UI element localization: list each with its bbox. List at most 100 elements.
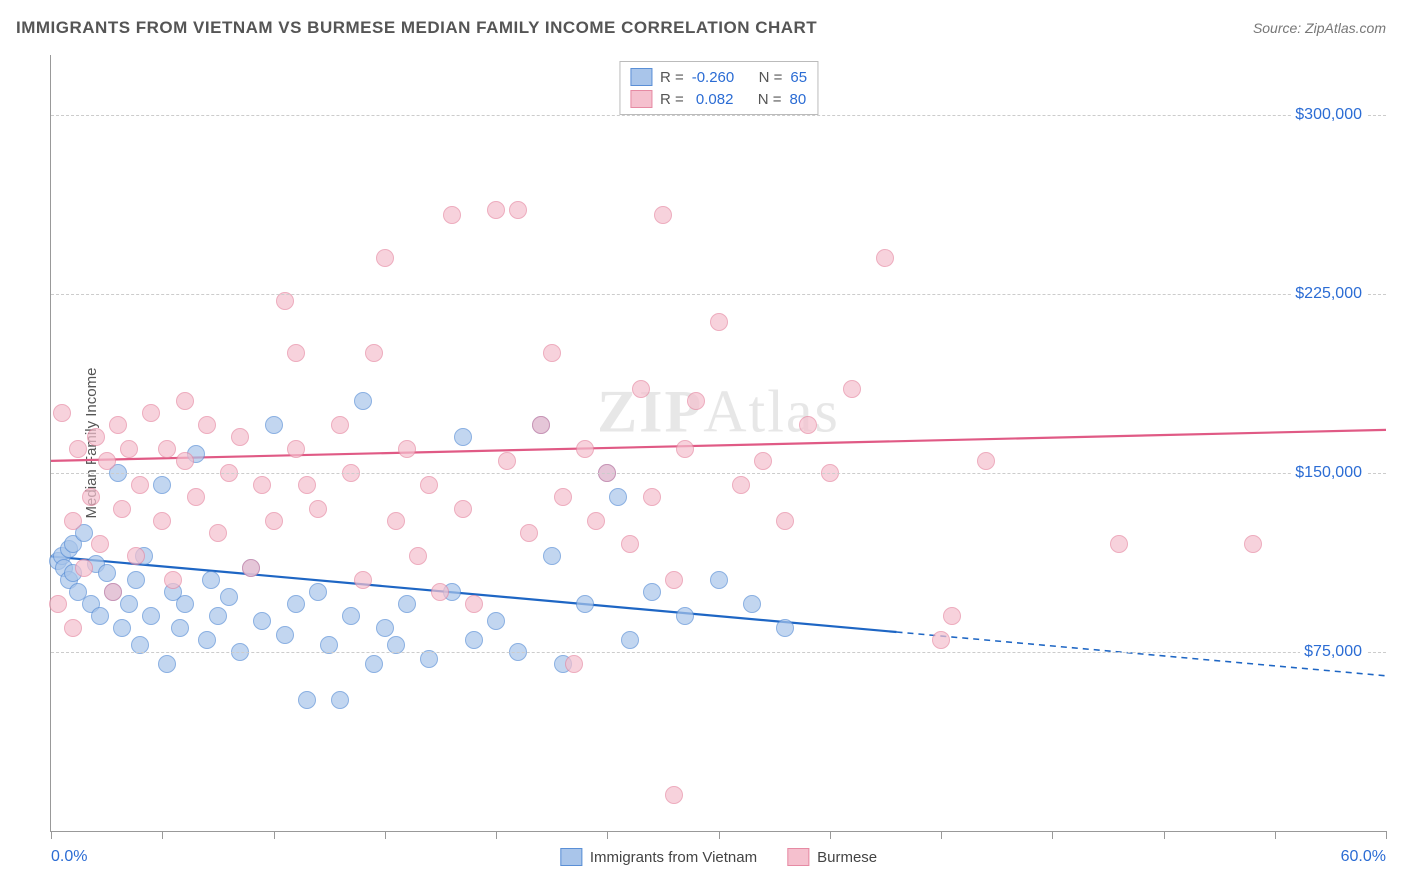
x-tick (607, 831, 608, 839)
y-tick-label: $300,000 (1291, 106, 1366, 124)
data-point (376, 619, 394, 637)
data-point (120, 595, 138, 613)
data-point (53, 404, 71, 422)
data-point (776, 619, 794, 637)
x-tick (496, 831, 497, 839)
data-point (276, 626, 294, 644)
n-value-1: 65 (790, 69, 807, 86)
data-point (754, 452, 772, 470)
correlation-legend: R = -0.260 N = 65 R = 0.082 N = 80 (619, 61, 818, 115)
data-point (743, 595, 761, 613)
data-point (420, 476, 438, 494)
data-point (487, 201, 505, 219)
data-point (142, 404, 160, 422)
legend-row-series-2: R = 0.082 N = 80 (630, 88, 807, 110)
x-axis-max-label: 60.0% (1341, 848, 1386, 866)
data-point (454, 500, 472, 518)
data-point (91, 607, 109, 625)
data-point (354, 571, 372, 589)
gridline (51, 652, 1386, 653)
legend-item-2: Burmese (787, 848, 877, 866)
swatch-bottom-1 (560, 848, 582, 866)
data-point (64, 512, 82, 530)
data-point (454, 428, 472, 446)
data-point (298, 476, 316, 494)
data-point (554, 488, 572, 506)
data-point (710, 571, 728, 589)
data-point (543, 547, 561, 565)
n-label-1: N = (759, 69, 783, 86)
data-point (127, 571, 145, 589)
x-tick (1275, 831, 1276, 839)
data-point (127, 547, 145, 565)
data-point (131, 476, 149, 494)
x-tick (162, 831, 163, 839)
data-point (576, 595, 594, 613)
data-point (309, 500, 327, 518)
data-point (609, 488, 627, 506)
r-label-2: R = (660, 91, 684, 108)
data-point (498, 452, 516, 470)
data-point (665, 786, 683, 804)
data-point (687, 392, 705, 410)
chart-area: Median Family Income ZIPAtlas R = -0.260… (50, 55, 1386, 832)
series-legend: Immigrants from Vietnam Burmese (560, 848, 877, 866)
data-point (465, 631, 483, 649)
x-tick (1164, 831, 1165, 839)
x-tick (830, 831, 831, 839)
x-tick (719, 831, 720, 839)
n-value-2: 80 (790, 91, 807, 108)
data-point (587, 512, 605, 530)
data-point (621, 631, 639, 649)
data-point (309, 583, 327, 601)
data-point (64, 619, 82, 637)
data-point (253, 612, 271, 630)
data-point (676, 440, 694, 458)
data-point (532, 416, 550, 434)
data-point (202, 571, 220, 589)
data-point (387, 512, 405, 530)
data-point (287, 595, 305, 613)
data-point (120, 440, 138, 458)
data-point (365, 655, 383, 673)
data-point (565, 655, 583, 673)
data-point (487, 612, 505, 630)
data-point (932, 631, 950, 649)
data-point (176, 392, 194, 410)
n-label-2: N = (758, 91, 782, 108)
data-point (409, 547, 427, 565)
legend-row-series-1: R = -0.260 N = 65 (630, 66, 807, 88)
data-point (643, 583, 661, 601)
r-label-1: R = (660, 69, 684, 86)
data-point (732, 476, 750, 494)
data-point (1244, 535, 1262, 553)
legend-label-2: Burmese (817, 849, 877, 866)
data-point (153, 476, 171, 494)
data-point (632, 380, 650, 398)
data-point (231, 428, 249, 446)
data-point (943, 607, 961, 625)
data-point (431, 583, 449, 601)
x-tick (51, 831, 52, 839)
data-point (158, 440, 176, 458)
data-point (876, 249, 894, 267)
data-point (799, 416, 817, 434)
data-point (354, 392, 372, 410)
data-point (654, 206, 672, 224)
data-point (576, 440, 594, 458)
x-axis-min-label: 0.0% (51, 848, 87, 866)
data-point (331, 691, 349, 709)
data-point (153, 512, 171, 530)
data-point (843, 380, 861, 398)
r-value-1: -0.260 (692, 69, 735, 86)
data-point (104, 583, 122, 601)
swatch-series-2 (630, 90, 652, 108)
data-point (1110, 535, 1128, 553)
data-point (710, 313, 728, 331)
data-point (398, 595, 416, 613)
data-point (509, 201, 527, 219)
data-point (265, 416, 283, 434)
data-point (776, 512, 794, 530)
gridline (51, 294, 1386, 295)
legend-label-1: Immigrants from Vietnam (590, 849, 757, 866)
